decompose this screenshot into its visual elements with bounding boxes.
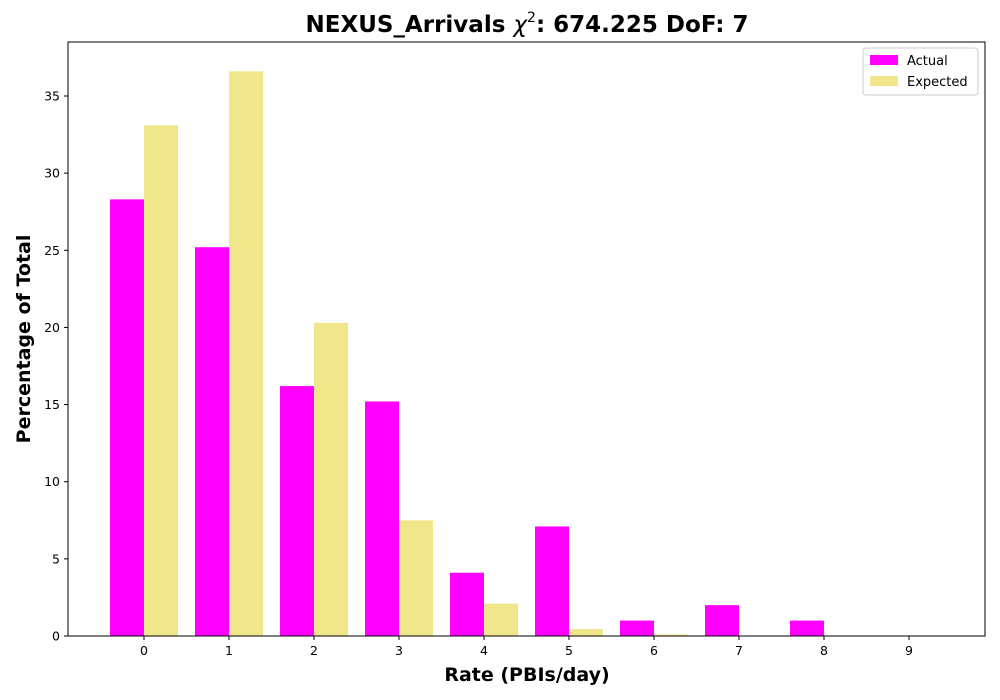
bar-expected-6 (654, 634, 688, 636)
legend: Actual Expected (862, 47, 979, 96)
y-tick-label: 0 (52, 629, 60, 644)
bar-expected-3 (399, 520, 433, 636)
x-tick-label: 7 (735, 643, 743, 658)
title-suffix: : 674.225 DoF: 7 (536, 12, 749, 38)
title-chi-power: 2 (527, 10, 536, 26)
legend-label-expected: Expected (907, 75, 968, 90)
title-chi-symbol: χ (511, 12, 528, 38)
bar-expected-4 (484, 603, 518, 636)
bar-actual-4 (450, 572, 484, 636)
bar-actual-7 (705, 605, 739, 636)
bar-actual-6 (620, 620, 654, 636)
bar-actual-2 (280, 386, 314, 636)
x-tick-label: 8 (820, 643, 828, 658)
legend-swatch-actual (870, 55, 898, 65)
y-tick-label: 25 (44, 243, 60, 258)
y-tick-label: 10 (44, 474, 60, 489)
bar-expected-2 (314, 322, 348, 636)
x-axis: 0 1 2 3 4 5 6 7 8 9 (140, 636, 913, 658)
x-axis-title: Rate (PBIs/day) (444, 664, 609, 686)
bar-expected-5 (569, 629, 603, 636)
y-tick-label: 30 (44, 166, 60, 181)
x-tick-label: 5 (565, 643, 573, 658)
x-tick-label: 0 (140, 643, 148, 658)
y-axis-title: Percentage of Total (13, 235, 35, 444)
x-tick-label: 2 (310, 643, 318, 658)
bar-expected-1 (229, 71, 263, 637)
legend-swatch-expected (870, 76, 898, 86)
x-tick-label: 4 (480, 643, 488, 658)
x-tick-label: 6 (650, 643, 658, 658)
x-tick-label: 9 (905, 643, 913, 658)
chart-title: NEXUS_Arrivals χ2: 674.225 DoF: 7 (306, 10, 749, 38)
legend-label-actual: Actual (907, 54, 948, 69)
x-tick-label: 3 (395, 643, 403, 658)
bar-actual-1 (195, 247, 229, 636)
plot-frame (67, 41, 986, 637)
y-tick-label: 20 (44, 320, 60, 335)
y-tick-label: 15 (44, 397, 60, 412)
bar-actual-0 (110, 199, 144, 636)
bar-actual-3 (365, 401, 399, 636)
bar-actual-5 (535, 526, 569, 636)
y-tick-label: 35 (44, 89, 60, 104)
y-axis: 0 5 10 15 20 25 30 35 (44, 89, 68, 644)
x-tick-label: 1 (225, 643, 233, 658)
title-prefix: NEXUS_Arrivals (306, 12, 514, 38)
bars-group (110, 71, 824, 637)
y-tick-label: 5 (52, 551, 60, 566)
bar-expected-0 (144, 125, 178, 637)
bar-actual-8 (790, 620, 824, 636)
